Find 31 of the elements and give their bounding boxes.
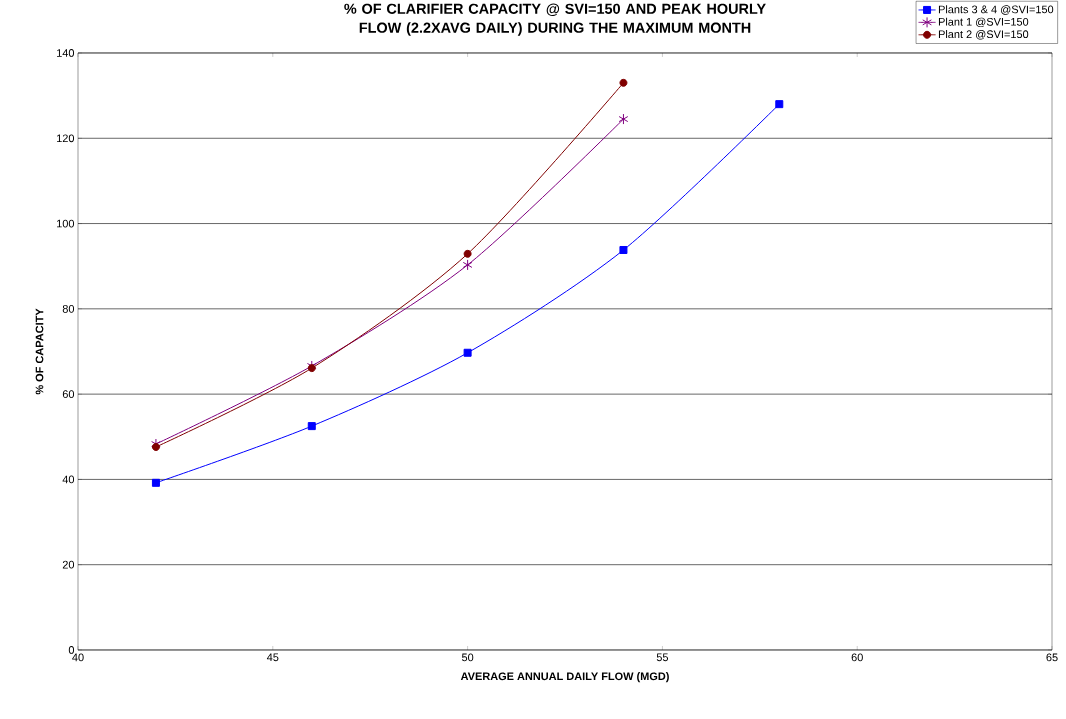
y-tick-label: 80 bbox=[62, 304, 75, 313]
x-tick-label: 55 bbox=[656, 653, 669, 662]
x-tick-label: 40 bbox=[72, 653, 84, 662]
point bbox=[463, 348, 472, 357]
point bbox=[775, 100, 784, 109]
y-axis-title: % OF CAPACITY bbox=[35, 308, 44, 395]
x-axis-title: AVERAGE ANNUAL DAILY FLOW (MGD) bbox=[460, 672, 669, 683]
x-tick-label: 45 bbox=[266, 653, 279, 662]
point bbox=[619, 78, 628, 87]
legend-label: Plant 1 @SVI=150 bbox=[938, 17, 1029, 28]
legend-label: Plants 3 & 4 @SVI=150 bbox=[938, 5, 1054, 15]
point bbox=[151, 443, 160, 451]
y-tick-label: 0 bbox=[68, 646, 75, 654]
point bbox=[618, 113, 629, 125]
y-tick-label: 40 bbox=[62, 475, 75, 484]
y-tick-label: 140 bbox=[57, 49, 75, 57]
y-tick-label: 20 bbox=[62, 560, 75, 569]
point bbox=[151, 478, 160, 487]
y-tick-label: 120 bbox=[57, 134, 75, 143]
point bbox=[463, 249, 472, 258]
y-tick-label: 100 bbox=[57, 219, 75, 228]
x-tick-label: 65 bbox=[1046, 653, 1058, 662]
x-tick-label: 60 bbox=[851, 653, 863, 662]
point bbox=[307, 422, 316, 431]
legend-label: Plant 2 @SVI=150 bbox=[938, 30, 1029, 40]
point bbox=[619, 245, 628, 254]
point bbox=[462, 259, 473, 271]
x-tick-label: 50 bbox=[461, 653, 474, 662]
point bbox=[307, 364, 316, 373]
chart-title: % OF CLARIFIER CAPACITY @ SVI=150 AND PEAK HOURLY FLOW (2.2XAVG DAILY) DURING THE MAXIMUM MONTH bbox=[344, 3, 766, 36]
y-tick-label: 60 bbox=[62, 390, 75, 399]
